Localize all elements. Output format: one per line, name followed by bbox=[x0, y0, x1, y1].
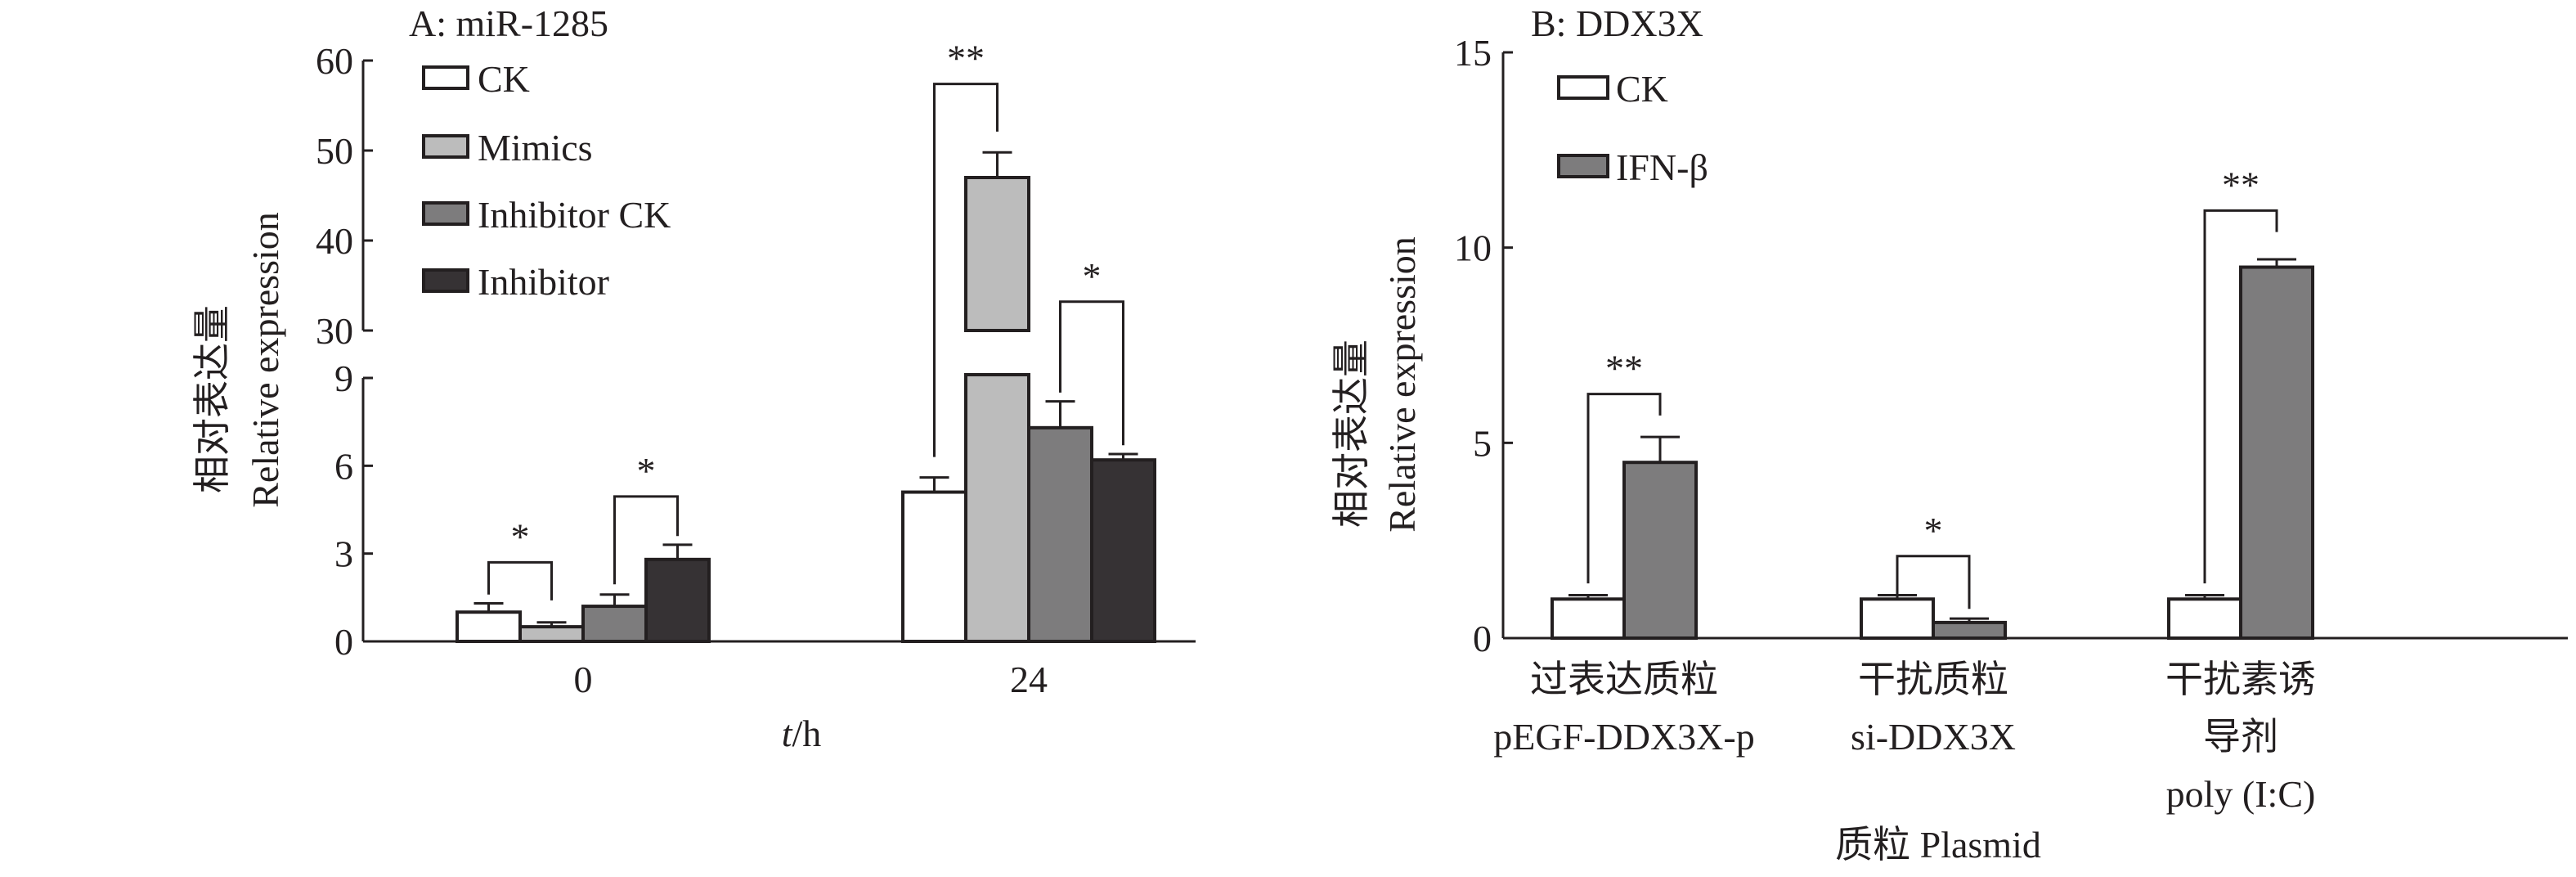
chart-title: B: DDX3X bbox=[1531, 2, 1703, 44]
legend-swatch bbox=[1557, 75, 1609, 100]
legend-swatch bbox=[1557, 154, 1609, 178]
bar-upper-segment bbox=[964, 176, 1030, 332]
legend-swatch bbox=[422, 268, 469, 293]
bar bbox=[456, 610, 522, 644]
y-tick-label: 0 bbox=[334, 621, 353, 663]
x-tick-label: 过表达质粒 bbox=[1530, 659, 1718, 700]
bar bbox=[581, 605, 648, 643]
significance-bracket bbox=[487, 560, 553, 600]
legend-label: IFN-β bbox=[1616, 146, 1708, 188]
legend-swatch bbox=[422, 134, 469, 159]
significance-bracket bbox=[613, 495, 679, 585]
legend-label: Mimics bbox=[478, 127, 593, 169]
y-tick-label: 9 bbox=[334, 358, 353, 399]
legend-label: CK bbox=[478, 58, 530, 100]
significance-label: * bbox=[637, 450, 656, 492]
chart-title: A: miR-1285 bbox=[409, 2, 608, 44]
significance-label: * bbox=[1924, 510, 1943, 551]
x-tick-label: 0 bbox=[574, 659, 593, 700]
panel-b-chart: 0 5 10 15 B: DDX3X 相对表达量 Relative expression 质粒… bbox=[1331, 2, 2568, 866]
bar bbox=[1090, 458, 1156, 644]
y-axis-label-cn: 相对表达量 bbox=[191, 305, 233, 493]
y-tick-label: 30 bbox=[316, 310, 353, 352]
x-axis-label-unit: /h bbox=[792, 713, 822, 754]
x-axis-label-variable: t bbox=[782, 713, 793, 754]
bar bbox=[518, 625, 585, 643]
x-axis-label: 质粒 Plasmid bbox=[1835, 824, 2041, 866]
y-tick-label: 50 bbox=[316, 130, 353, 172]
significance-bracket bbox=[933, 83, 999, 457]
legend-swatch bbox=[422, 201, 469, 226]
bar bbox=[1622, 461, 1698, 641]
y-axis-label-cn: 相对表达量 bbox=[1331, 340, 1372, 528]
y-tick-label: 3 bbox=[334, 533, 353, 575]
bar bbox=[901, 490, 967, 643]
x-tick-label: si-DDX3X bbox=[1851, 716, 2016, 758]
significance-bracket bbox=[1586, 393, 1662, 584]
y-tick-label: 6 bbox=[334, 445, 353, 487]
y-tick-label: 60 bbox=[316, 40, 353, 82]
bar bbox=[644, 557, 711, 643]
bar-lower-segment bbox=[964, 373, 1030, 643]
y-tick-label: 5 bbox=[1473, 422, 1492, 464]
x-tick-label: 导剂 bbox=[2203, 716, 2278, 758]
bar bbox=[2239, 265, 2314, 640]
significance-label: ** bbox=[947, 38, 985, 79]
significance-label: ** bbox=[2222, 164, 2260, 205]
legend-swatch bbox=[422, 65, 469, 90]
panel-a-chart: 0 3 6 9 30 40 50 60 A: miR-1285 相对表达量 Relative exp… bbox=[191, 2, 1196, 754]
y-axis-label: Relative expression bbox=[1381, 236, 1423, 533]
y-tick-label: 10 bbox=[1454, 227, 1492, 269]
bar bbox=[1860, 597, 1935, 640]
legend-label: Inhibitor bbox=[478, 261, 609, 303]
y-tick-label: 40 bbox=[316, 220, 353, 262]
x-axis-label: t/h bbox=[782, 713, 822, 754]
significance-bracket bbox=[2203, 209, 2278, 584]
bar bbox=[1932, 620, 2007, 641]
legend-label: CK bbox=[1616, 68, 1668, 110]
bar bbox=[1551, 597, 1626, 640]
significance-bracket bbox=[1896, 555, 1971, 609]
significance-label: ** bbox=[1605, 348, 1643, 389]
bar bbox=[2167, 597, 2242, 640]
significance-label: * bbox=[511, 515, 530, 557]
x-tick-label: poly (I:C) bbox=[2166, 773, 2316, 815]
y-tick-label: 15 bbox=[1454, 32, 1492, 74]
x-tick-label: 干扰素诱 bbox=[2165, 659, 2316, 700]
x-tick-label: 24 bbox=[1010, 659, 1048, 700]
bar bbox=[1027, 425, 1093, 643]
x-tick-label: pEGF-DDX3X-p bbox=[1493, 716, 1754, 758]
significance-bracket bbox=[1059, 300, 1124, 446]
significance-label: * bbox=[1083, 255, 1102, 297]
y-tick-label: 0 bbox=[1473, 618, 1492, 659]
legend-label: Inhibitor CK bbox=[478, 194, 671, 236]
x-tick-label: 干扰质粒 bbox=[1858, 659, 2008, 700]
y-axis-label: Relative expression bbox=[245, 212, 286, 508]
